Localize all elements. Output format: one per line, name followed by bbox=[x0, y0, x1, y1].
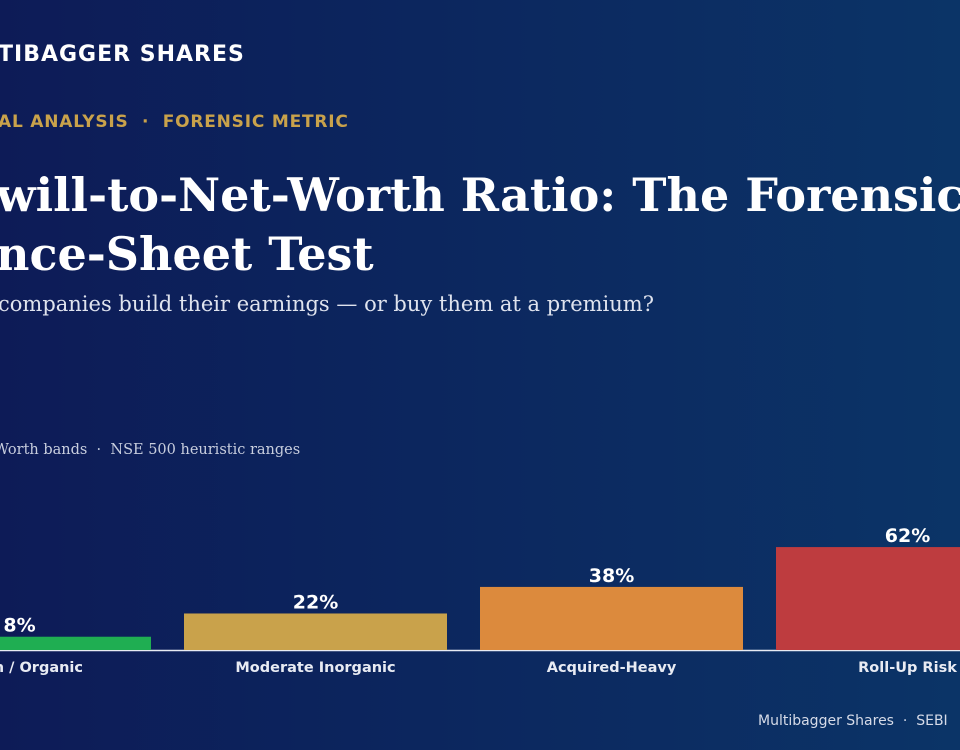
kicker: AL ANALYSIS · FORENSIC METRIC bbox=[0, 112, 349, 132]
subtitle: companies build their earnings — or buy … bbox=[0, 292, 654, 316]
category-label: Acquired-Heavy bbox=[547, 660, 677, 676]
footer: Multibagger Shares · SEBI bbox=[758, 713, 948, 729]
title-line: nce-Sheet Test bbox=[0, 227, 374, 281]
value-label: 8% bbox=[3, 615, 35, 637]
category-label: Moderate Inorganic bbox=[235, 660, 395, 676]
title-line: will-to-Net-Worth Ratio: The Forensic bbox=[0, 168, 960, 222]
bar bbox=[480, 586, 743, 650]
value-label: 38% bbox=[589, 565, 634, 587]
bar bbox=[0, 636, 151, 650]
brand: TIBAGGER SHARES bbox=[0, 42, 245, 67]
value-label: 62% bbox=[885, 525, 930, 547]
bar bbox=[776, 547, 960, 650]
bar bbox=[184, 613, 447, 650]
value-label: 22% bbox=[293, 591, 338, 613]
chart-subtitle: Worth bands · NSE 500 heuristic ranges bbox=[0, 442, 300, 458]
category-label: Roll-Up Risk bbox=[858, 660, 957, 676]
category-label: n / Organic bbox=[0, 660, 83, 676]
